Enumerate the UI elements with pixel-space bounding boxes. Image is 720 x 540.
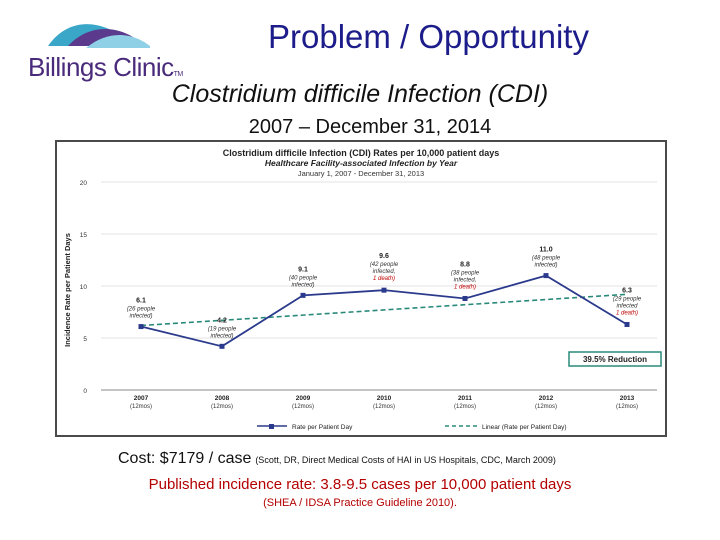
- billings-clinic-logo: Billings ClinicTM: [28, 14, 188, 86]
- legend-trend: Linear (Rate per Patient Day): [482, 424, 567, 431]
- data-label: 9.1: [298, 266, 308, 273]
- data-point: [543, 273, 549, 279]
- x-tick-label: 2007: [134, 395, 149, 402]
- data-label-detail: infected: [616, 303, 638, 309]
- data-point: [381, 287, 387, 293]
- x-tick-sublabel: (12mos): [454, 404, 476, 410]
- y-tick-label: 20: [80, 180, 88, 187]
- data-label-death: 1 death): [454, 284, 476, 290]
- chart-subtitle-2: January 1, 2007 - December 31, 2013: [298, 169, 424, 178]
- y-axis-label: Incidence Rate per Patient Days: [63, 233, 72, 347]
- data-label: 9.6: [379, 253, 389, 260]
- data-point: [138, 324, 144, 330]
- data-point: [462, 295, 468, 301]
- data-label-detail: infected,: [373, 269, 396, 275]
- data-label-detail: infected): [210, 333, 233, 339]
- trend-line: [140, 293, 628, 327]
- cost-line: Cost: $7179 / case (Scott, DR, Direct Me…: [118, 450, 556, 468]
- x-tick-sublabel: (12mos): [130, 404, 152, 410]
- data-label-death: 1 death): [373, 276, 395, 282]
- data-label-detail: (42 people: [370, 262, 399, 268]
- x-tick-label: 2008: [215, 395, 230, 402]
- data-label-detail: (38 people: [451, 270, 480, 276]
- x-tick-label: 2010: [377, 395, 392, 402]
- chart-frame: Clostridium difficile Infection (CDI) Ra…: [55, 140, 667, 437]
- x-tick-label: 2013: [620, 395, 635, 402]
- data-label-detail: infected): [129, 314, 152, 320]
- x-tick-label: 2011: [458, 395, 472, 402]
- data-label-detail: (26 people: [127, 307, 156, 313]
- logo-wave-icon: [48, 24, 150, 48]
- x-tick-sublabel: (12mos): [292, 404, 314, 410]
- logo-wordmark: Billings ClinicTM: [28, 52, 183, 82]
- data-label-detail: (48 people: [532, 256, 561, 262]
- x-tick-label: 2012: [539, 395, 554, 402]
- data-label: 4.2: [217, 317, 227, 324]
- reduction-text: 39.5% Reduction: [583, 355, 647, 364]
- y-tick-label: 0: [83, 388, 87, 395]
- data-label-death: 1 death): [616, 310, 638, 316]
- y-tick-label: 15: [80, 232, 88, 239]
- guideline-citation: (SHEA / IDSA Practice Guideline 2010).: [263, 497, 457, 509]
- legend-series: Rate per Patient Day: [292, 424, 353, 431]
- chart-legend: Rate per Patient Day Linear (Rate per Pa…: [257, 424, 567, 431]
- page-title: Problem / Opportunity: [268, 18, 589, 55]
- data-point: [624, 321, 630, 327]
- data-point: [219, 343, 225, 349]
- chart-title: Clostridium difficile Infection (CDI) Ra…: [223, 148, 500, 158]
- data-label: 8.8: [460, 261, 470, 268]
- y-tick-label: 5: [83, 336, 87, 343]
- date-range: 2007 – December 31, 2014: [248, 116, 492, 138]
- data-label-detail: infected,: [454, 277, 477, 283]
- data-label-detail: (40 people: [289, 275, 318, 281]
- data-label-detail: (19 people: [208, 326, 237, 332]
- data-label-detail: infected): [291, 282, 314, 288]
- cdi-rate-chart: Clostridium difficile Infection (CDI) Ra…: [63, 148, 662, 431]
- x-tick-label: 2009: [296, 395, 311, 402]
- data-label-detail: (29 people: [613, 296, 642, 302]
- x-tick-sublabel: (12mos): [373, 404, 395, 410]
- published-rate: Published incidence rate: 3.8-9.5 cases …: [148, 476, 572, 493]
- data-label-detail: infected): [534, 263, 557, 269]
- y-tick-label: 10: [80, 284, 88, 291]
- cost-citation: (Scott, DR, Direct Medical Costs of HAI …: [255, 455, 556, 465]
- data-label: 11.0: [539, 247, 552, 254]
- data-point: [300, 292, 306, 298]
- reduction-annotation: 39.5% Reduction: [568, 351, 662, 367]
- data-label: 6.1: [136, 298, 146, 305]
- x-tick-sublabel: (12mos): [211, 404, 233, 410]
- cost-value: Cost: $7179 / case: [118, 450, 252, 467]
- page-subtitle: Clostridium difficile Infection (CDI): [171, 80, 549, 108]
- x-tick-sublabel: (12mos): [535, 404, 557, 410]
- x-tick-sublabel: (12mos): [616, 404, 638, 410]
- data-label: 6.3: [622, 287, 632, 294]
- chart-subtitle-1: Healthcare Facility-associated Infection…: [265, 158, 458, 168]
